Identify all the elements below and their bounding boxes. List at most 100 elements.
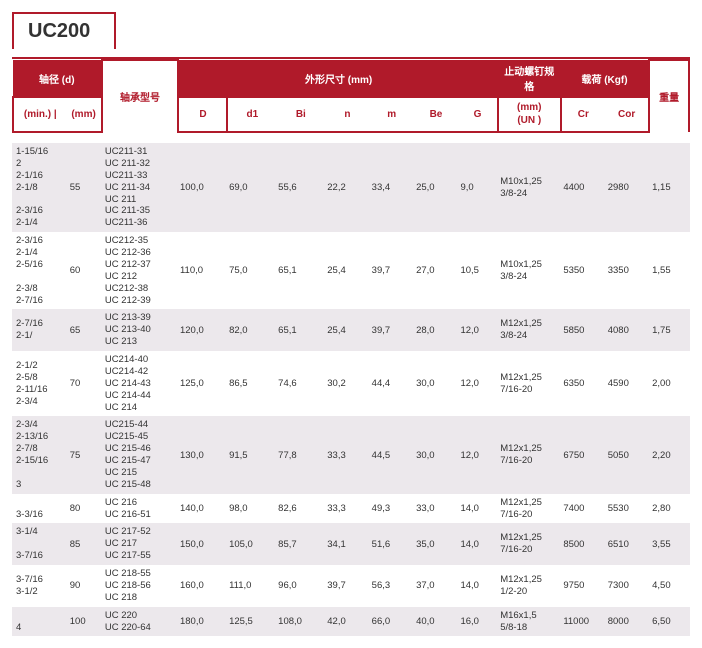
cell-m: 49,3 [370, 494, 414, 524]
cell-D: 160,0 [178, 565, 227, 607]
cell-m: 56,3 [370, 565, 414, 607]
cell-Be: 27,0 [414, 232, 458, 309]
cell-G: 12,0 [458, 351, 498, 416]
cell-Be: 30,0 [414, 416, 458, 493]
hdr-load: 载荷 (Kgf) [561, 60, 650, 97]
cell-stop: M12x1,25 7/16-20 [498, 523, 561, 565]
cell-d1: 75,0 [227, 232, 276, 309]
table-row: 2-3/16 2-1/4 2-5/16 2-3/8 2-7/1660UC212-… [12, 232, 690, 309]
cell-D: 110,0 [178, 232, 227, 309]
cell-n: 39,7 [325, 565, 369, 607]
cell-n: 34,1 [325, 523, 369, 565]
cell-mm: 65 [66, 309, 101, 351]
cell-m: 51,6 [370, 523, 414, 565]
cell-G: 14,0 [458, 565, 498, 607]
cell-wt: 1,55 [650, 232, 690, 309]
hdr-Cr: Cr [561, 97, 605, 132]
cell-stop: M12x1,25 7/16-20 [498, 351, 561, 416]
cell-m: 39,7 [370, 232, 414, 309]
cell-mm: 60 [66, 232, 101, 309]
hdr-Bi: Bi [276, 97, 325, 132]
table-row: 3-7/16 3-1/290UC 218-55 UC 218-56 UC 218… [12, 565, 690, 607]
hdr-d1: d1 [227, 97, 276, 132]
cell-Cor: 4590 [606, 351, 650, 416]
cell-Cor: 2980 [606, 143, 650, 232]
cell-m: 44,5 [370, 416, 414, 493]
cell-model: UC 213-39 UC 213-40 UC 213 [101, 309, 178, 351]
cell-stop: M10x1,25 3/8-24 [498, 232, 561, 309]
hdr-dims: 外形尺寸 (mm) [178, 60, 497, 97]
cell-stop: M10x1,25 3/8-24 [498, 143, 561, 232]
cell-d1: 69,0 [227, 143, 276, 232]
cell-n: 33,3 [325, 494, 369, 524]
cell-Bi: 65,1 [276, 309, 325, 351]
cell-model: UC211-31 UC 211-32 UC211-33 UC 211-34 UC… [101, 143, 178, 232]
cell-wt: 2,20 [650, 416, 690, 493]
cell-Be: 35,0 [414, 523, 458, 565]
cell-mm: 70 [66, 351, 101, 416]
cell-model: UC 216 UC 216-51 [101, 494, 178, 524]
cell-Cor: 5530 [606, 494, 650, 524]
cell-min: 1-15/16 2 2-1/16 2-1/8 2-3/16 2-1/4 [12, 143, 66, 232]
product-title: UC200 [12, 12, 116, 49]
cell-n: 25,4 [325, 232, 369, 309]
cell-model: UC212-35 UC 212-36 UC 212-37 UC 212 UC21… [101, 232, 178, 309]
cell-Cor: 3350 [606, 232, 650, 309]
cell-Bi: 74,6 [276, 351, 325, 416]
cell-Cr: 6750 [561, 416, 605, 493]
cell-D: 125,0 [178, 351, 227, 416]
cell-stop: M12x1,25 7/16-20 [498, 416, 561, 493]
cell-n: 33,3 [325, 416, 369, 493]
hdr-stop: 止动螺钉规格 [498, 60, 561, 97]
cell-Cr: 9750 [561, 565, 605, 607]
hdr-min: (min.) | [13, 97, 67, 132]
cell-min: 2-7/16 2-1/ [12, 309, 66, 351]
cell-model: UC215-44 UC215-45 UC 215-46 UC 215-47 UC… [101, 416, 178, 493]
cell-m: 33,4 [370, 143, 414, 232]
cell-stop: M12x1,25 7/16-20 [498, 494, 561, 524]
cell-wt: 1,15 [650, 143, 690, 232]
cell-Cr: 6350 [561, 351, 605, 416]
hdr-wt: 重量 [649, 60, 689, 132]
hdr-mm: (mm) [67, 97, 102, 132]
hdr-model: 轴承型号 [102, 60, 179, 132]
cell-Bi: 85,7 [276, 523, 325, 565]
cell-min: 2-3/4 2-13/16 2-7/8 2-15/16 3 [12, 416, 66, 493]
cell-d1: 98,0 [227, 494, 276, 524]
cell-Be: 33,0 [414, 494, 458, 524]
spec-header-table: 轴径 (d) 轴承型号 外形尺寸 (mm) 止动螺钉规格 载荷 (Kgf) 重量… [12, 59, 690, 133]
hdr-n: n [325, 97, 369, 132]
cell-d1: 105,0 [227, 523, 276, 565]
cell-Cor: 6510 [606, 523, 650, 565]
cell-stop: M12x1,25 1/2-20 [498, 565, 561, 607]
cell-Bi: 77,8 [276, 416, 325, 493]
cell-Be: 25,0 [414, 143, 458, 232]
cell-min: 2-1/2 2-5/8 2-11/16 2-3/4 [12, 351, 66, 416]
cell-wt: 2,80 [650, 494, 690, 524]
table-row: 2-1/2 2-5/8 2-11/16 2-3/470UC214-40 UC21… [12, 351, 690, 416]
cell-wt: 2,00 [650, 351, 690, 416]
cell-D: 140,0 [178, 494, 227, 524]
cell-mm: 90 [66, 565, 101, 607]
cell-model: UC 217-52 UC 217 UC 217-55 [101, 523, 178, 565]
hdr-stop2: (mm) (UN ) [498, 97, 561, 132]
hdr-shaft-d: 轴径 (d) [13, 60, 102, 97]
cell-Cor: 7300 [606, 565, 650, 607]
cell-Be: 30,0 [414, 351, 458, 416]
cell-Cor: 5050 [606, 416, 650, 493]
cell-wt: 4,50 [650, 565, 690, 607]
hdr-Cor: Cor [605, 97, 649, 132]
cell-mm: 75 [66, 416, 101, 493]
table-row: 1-15/16 2 2-1/16 2-1/8 2-3/16 2-1/455UC2… [12, 143, 690, 232]
cell-m: 44,4 [370, 351, 414, 416]
cell-D: 120,0 [178, 309, 227, 351]
cell-d1: 86,5 [227, 351, 276, 416]
hdr-D: D [178, 97, 227, 132]
hdr-Be: Be [414, 97, 458, 132]
cell-Bi: 96,0 [276, 565, 325, 607]
cell-mm: 85 [66, 523, 101, 565]
table-row: 3-1/4 3-7/1685UC 217-52 UC 217 UC 217-55… [12, 523, 690, 565]
cell-G: 12,0 [458, 416, 498, 493]
cell-m: 39,7 [370, 309, 414, 351]
cell-Bi: 82,6 [276, 494, 325, 524]
